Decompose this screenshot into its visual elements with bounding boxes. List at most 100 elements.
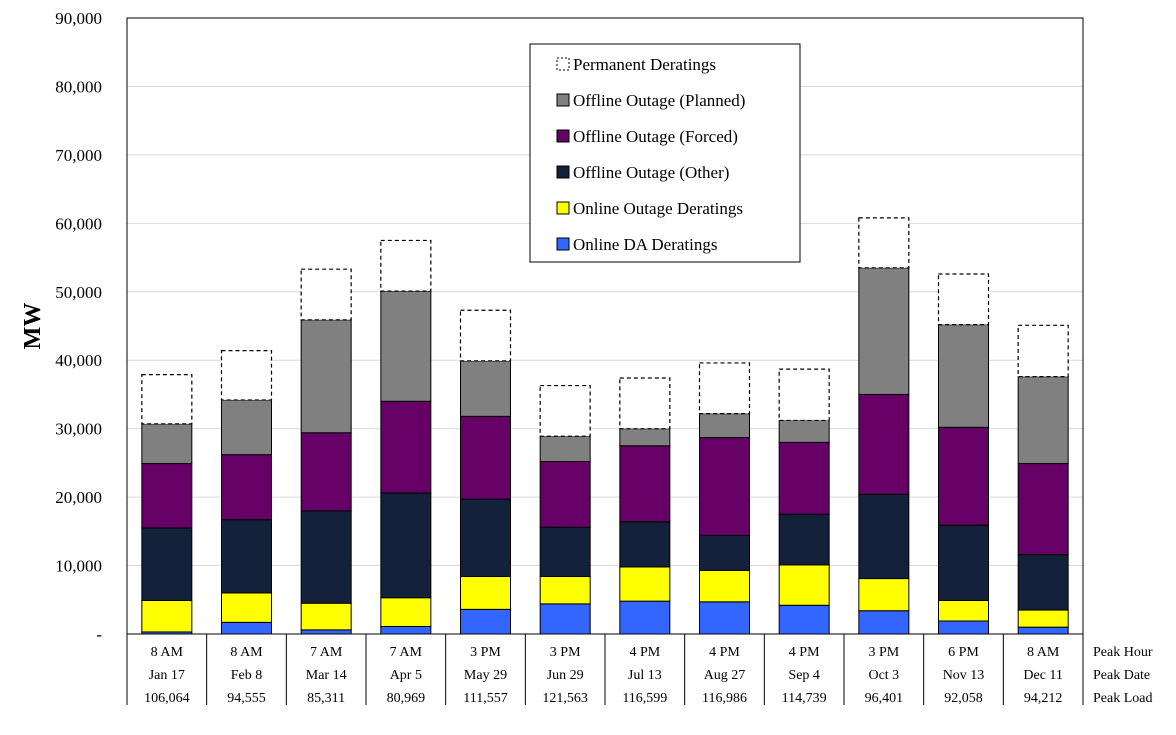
bar-segment-offline-outage-other	[938, 524, 989, 601]
table-cell: 94,212	[1024, 691, 1063, 706]
bar-segment-offline-outage-other	[539, 526, 591, 578]
y-tick-label: 30,000	[55, 420, 102, 439]
bar-segment-online-outage-deratings	[380, 597, 432, 627]
bar-segment-online-outage-deratings	[858, 578, 910, 612]
bar-segment-offline-outage-planned	[619, 428, 671, 447]
table-row-label: Peak Load	[1093, 691, 1152, 706]
bar-segment-online-outage-deratings	[221, 592, 272, 623]
bar-segment-offline-outage-other	[380, 492, 432, 599]
bar-segment-online-outage-deratings	[1017, 609, 1069, 628]
y-tick-label: 90,000	[55, 9, 102, 28]
bar-segment-offline-outage-planned	[141, 423, 193, 465]
table-cell: Nov 13	[943, 668, 985, 683]
legend-label: Permanent Deratings	[573, 55, 716, 74]
bar-segment-offline-outage-other	[699, 534, 750, 571]
y-tick-label: 40,000	[55, 351, 102, 370]
bar-segment-online-da-deratings	[699, 601, 750, 635]
bar-segment-offline-outage-other	[460, 498, 511, 578]
legend-label: Offline Outage (Other)	[573, 163, 729, 182]
table-cell: 3 PM	[868, 645, 899, 660]
bar-segment-permanent-deratings	[539, 384, 591, 437]
table-cell: Oct 3	[868, 668, 899, 683]
bar-segment-permanent-deratings	[858, 217, 910, 269]
table-cell: 116,599	[622, 691, 667, 706]
bar-segment-offline-outage-forced	[300, 432, 352, 512]
bar-segment-offline-outage-other	[858, 493, 910, 580]
bar-segment-offline-outage-planned	[221, 399, 272, 456]
bar-segment-offline-outage-forced	[460, 415, 511, 500]
bar-segment-online-outage-deratings	[539, 576, 591, 605]
bar-segment-offline-outage-other	[1017, 554, 1069, 611]
bar-segment-offline-outage-other	[221, 519, 272, 594]
bar-segment-offline-outage-forced	[380, 400, 432, 494]
table-cell: 8 AM	[151, 645, 184, 660]
legend-swatch	[556, 93, 570, 107]
table-cell: 85,311	[307, 691, 345, 706]
bar-segment-permanent-deratings	[1017, 324, 1069, 378]
bar-segment-permanent-deratings	[141, 373, 193, 425]
bar-segment-offline-outage-forced	[619, 445, 671, 523]
table-cell: Jun 29	[547, 668, 584, 683]
bar-segment-online-da-deratings	[380, 625, 432, 635]
y-tick-label: 60,000	[55, 214, 102, 233]
bar-segment-offline-outage-planned	[778, 419, 830, 443]
bar-segment-offline-outage-planned	[858, 267, 910, 395]
table-cell: 4 PM	[709, 645, 740, 660]
bar-segment-offline-outage-forced	[221, 454, 272, 521]
bar-segment-online-outage-deratings	[460, 576, 511, 610]
bar-segment-permanent-deratings	[380, 239, 432, 292]
legend-label: Online Outage Deratings	[573, 199, 743, 218]
table-cell: 92,058	[944, 691, 983, 706]
legend-label: Offline Outage (Forced)	[573, 127, 738, 146]
table-cell: 116,986	[702, 691, 747, 706]
bar-segment-permanent-deratings	[778, 368, 830, 422]
bar-segment-offline-outage-other	[141, 527, 193, 601]
bar-segment-online-da-deratings	[778, 604, 830, 635]
bar-segment-offline-outage-planned	[539, 435, 591, 463]
bar-segment-permanent-deratings	[619, 377, 671, 430]
y-tick-label: 20,000	[55, 488, 102, 507]
table-cell: Jul 13	[628, 668, 662, 683]
table-cell: 3 PM	[470, 645, 501, 660]
table-cell: Sep 4	[788, 668, 820, 683]
bar-segment-offline-outage-planned	[938, 324, 989, 428]
bar-segment-offline-outage-forced	[539, 461, 591, 528]
bar-segment-online-da-deratings	[938, 620, 989, 635]
table-cell: Feb 8	[231, 668, 263, 683]
bar-segment-online-outage-deratings	[141, 599, 193, 633]
legend-swatch	[556, 201, 570, 215]
y-axis-label: MW	[20, 303, 46, 350]
bar-segment-online-da-deratings	[539, 603, 591, 635]
y-tick-label: 10,000	[55, 557, 102, 576]
y-tick-label: 80,000	[55, 77, 102, 96]
bar-segment-online-outage-deratings	[778, 564, 830, 606]
bar-segment-offline-outage-planned	[300, 319, 352, 434]
bar-segment-online-da-deratings	[221, 621, 272, 635]
legend-swatch	[556, 237, 570, 251]
bar-segment-online-outage-deratings	[619, 566, 671, 602]
table-cell: 80,969	[387, 691, 426, 706]
legend-swatch	[556, 165, 570, 179]
bar-segment-permanent-deratings	[300, 268, 352, 321]
bar-segment-online-da-deratings	[858, 610, 910, 635]
bar-segment-offline-outage-forced	[938, 426, 989, 526]
table-cell: 6 PM	[948, 645, 979, 660]
bar-segment-offline-outage-planned	[460, 360, 511, 417]
table-cell: 8 AM	[1027, 645, 1060, 660]
bar-segment-offline-outage-planned	[1017, 376, 1069, 465]
table-cell: 96,401	[865, 691, 904, 706]
legend-swatch	[556, 129, 570, 143]
table-cell: 4 PM	[789, 645, 820, 660]
bar-segment-offline-outage-planned	[380, 290, 432, 402]
table-cell: 121,563	[542, 691, 588, 706]
y-tick-label: 70,000	[55, 146, 102, 165]
legend-label: Offline Outage (Planned)	[573, 91, 745, 110]
table-cell: Apr 5	[390, 668, 422, 683]
bar-segment-offline-outage-planned	[699, 413, 750, 439]
y-tick-label: -	[96, 625, 102, 644]
bar-segment-online-outage-deratings	[938, 599, 989, 622]
table-cell: 111,557	[463, 691, 507, 706]
bar-segment-offline-outage-other	[300, 510, 352, 604]
table-cell: 94,555	[227, 691, 266, 706]
